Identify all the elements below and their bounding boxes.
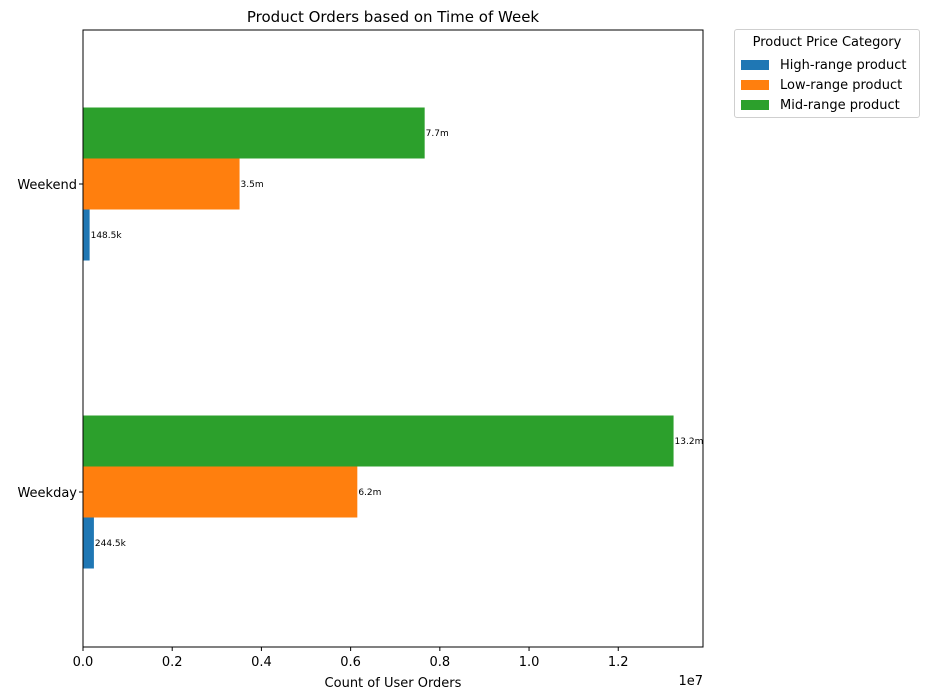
- bar-label-weekday-low-range-product: 6.2m: [358, 488, 381, 498]
- bar-label-weekday-mid-range-product: 13.2m: [675, 437, 704, 447]
- x-tick-label-3: 0.6: [340, 655, 361, 670]
- chart-title: Product Orders based on Time of Week: [247, 8, 540, 26]
- legend-label-mid-range: Mid-range product: [780, 97, 900, 113]
- x-tick-label-6: 1.2: [608, 655, 629, 670]
- bar-label-weekend-high-range-product: 148.5k: [91, 231, 123, 241]
- legend-item-high-range: High-range product: [741, 57, 907, 73]
- bar-label-weekend-low-range-product: 3.5m: [241, 180, 264, 190]
- x-axis: 0.0 0.2 0.4 0.6 0.8 1.0 1.2: [73, 647, 629, 670]
- legend-title: Product Price Category: [752, 35, 902, 50]
- bar-label-weekend-mid-range-product: 7.7m: [426, 129, 449, 139]
- bar-weekend-high-range-product: [83, 209, 90, 261]
- legend-label-high-range: High-range product: [780, 57, 907, 73]
- x-tick-label-4: 0.8: [429, 655, 450, 670]
- plot-frame: [82, 29, 704, 648]
- bar-weekday-mid-range-product: [83, 415, 674, 467]
- legend-label-low-range: Low-range product: [780, 77, 903, 93]
- bar-weekend-low-range-product: [83, 158, 240, 210]
- bars-group: [83, 107, 674, 569]
- bar-labels-group: 244.5k 6.2m 13.2m 148.5k 3.5m 7.7m: [91, 129, 704, 549]
- x-axis-label: Count of User Orders: [325, 676, 462, 691]
- x-tick-label-1: 0.2: [162, 655, 183, 670]
- y-axis: Weekday Weekend: [17, 178, 83, 501]
- bar-weekday-low-range-product: [83, 466, 358, 518]
- legend-swatch-low-range: [741, 80, 769, 90]
- y-tick-label-weekday: Weekday: [17, 486, 77, 501]
- legend-swatch-mid-range: [741, 100, 769, 110]
- legend-item-low-range: Low-range product: [741, 77, 902, 93]
- x-axis-offset-label: 1e7: [678, 674, 703, 689]
- legend: Product Price Category High-range produc…: [734, 29, 920, 118]
- legend-item-mid-range: Mid-range product: [741, 97, 900, 113]
- legend-swatch-high-range: [741, 60, 769, 70]
- bar-weekday-high-range-product: [83, 517, 94, 569]
- x-tick-label-5: 1.0: [519, 655, 540, 670]
- y-tick-label-weekend: Weekend: [17, 178, 77, 193]
- x-tick-label-0: 0.0: [73, 655, 94, 670]
- bar-label-weekday-high-range-product: 244.5k: [95, 539, 127, 549]
- x-tick-label-2: 0.4: [251, 655, 272, 670]
- bar-weekend-mid-range-product: [83, 107, 425, 159]
